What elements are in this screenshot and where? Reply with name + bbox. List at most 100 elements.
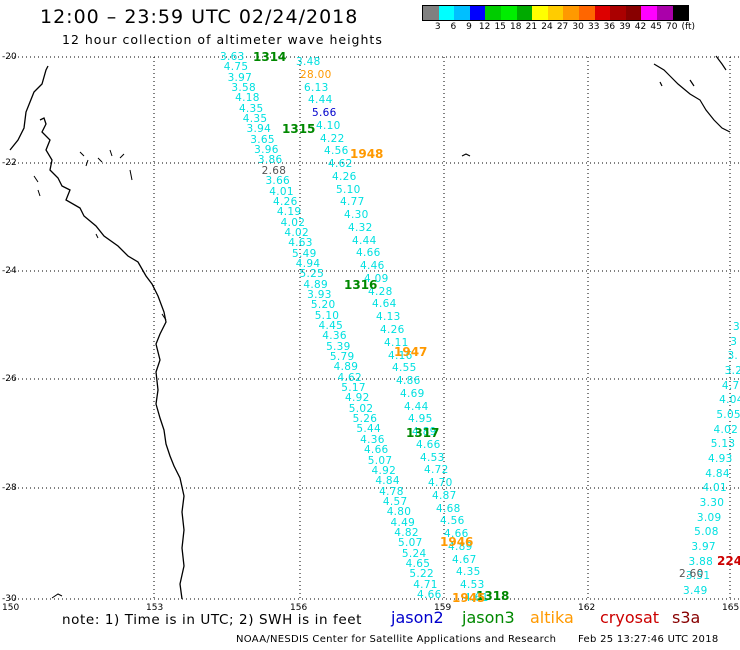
wave-height-value: 4.80: [386, 506, 412, 519]
wave-height-value: 3.58: [231, 82, 256, 95]
colorbar-label: 33: [588, 22, 600, 32]
colorbar-swatch: [423, 6, 439, 20]
wave-height-value: 4.95: [408, 413, 433, 426]
lat-label: -20: [2, 52, 17, 62]
wave-height-value: 3.97: [227, 71, 253, 84]
wave-height-value: 3.66: [265, 175, 291, 188]
wave-height-value: 4.57: [382, 495, 408, 508]
wave-height-value: 5.02: [348, 402, 374, 415]
wave-height-value: 4.02: [280, 216, 306, 229]
wave-height-value: 4.26: [380, 324, 405, 336]
wave-height-value: 4.92: [371, 464, 397, 477]
wave-height-value: 5.49: [291, 247, 317, 260]
wave-height-value: 4.16: [388, 349, 413, 362]
wave-height-value: 4.62: [337, 371, 363, 384]
wave-height-value: 3: [733, 321, 740, 333]
colorbar-labels: 3 6 9 12 15 18 21 24 27 30 33 36 39 42 45 70 (ft): [422, 22, 710, 32]
wave-height-value: 3.30: [699, 497, 725, 509]
pass-label: 1948: [350, 147, 384, 161]
wave-height-value: 3.49: [683, 585, 708, 597]
wave-height-value: 4.18: [235, 92, 260, 105]
wave-height-value: 4.89: [333, 361, 359, 374]
wave-height-value: 4.01: [269, 185, 294, 198]
colorbar-swatch: [500, 6, 517, 20]
wave-height-value: 2.68: [261, 164, 287, 177]
wave-height-value: 3.93: [307, 288, 332, 301]
colorbar-swatch: [532, 6, 548, 20]
wave-height-value: 5.20: [310, 299, 336, 312]
wave-height-value: 4.70: [428, 477, 453, 490]
lon-label: 159: [434, 603, 452, 613]
colorbar-label: 70: [665, 22, 678, 32]
colorbar-label: 3: [434, 22, 441, 32]
colorbar-label: 30: [572, 22, 584, 32]
wave-height-value: 5.17: [341, 382, 366, 395]
wave-height-value: 4.92: [345, 392, 370, 405]
wave-height-value: 4.28: [368, 285, 393, 298]
wave-height-value: 5.24: [401, 547, 427, 560]
wave-height-value: 3.48: [296, 56, 321, 68]
wave-height-value: 4.87: [432, 489, 457, 502]
colorbar-unit: (ft): [681, 22, 696, 32]
wave-height-value: 4.01: [702, 482, 728, 495]
wave-height-value: 4.94: [295, 257, 321, 270]
pass-label: 1315: [282, 122, 316, 136]
lon-label: 162: [578, 603, 596, 613]
wave-height-value: 4.75: [223, 61, 249, 74]
wave-height-value: 4.89: [448, 540, 473, 553]
wave-height-value: 4.36: [360, 433, 385, 446]
coastline-new-caledonia: [461, 55, 731, 157]
wave-height-value: 4.32: [348, 221, 373, 234]
wave-height-value: 4.93: [708, 453, 733, 465]
wave-height-value: 4.84: [705, 467, 730, 480]
wave-height-value: 5.79: [329, 351, 355, 364]
pass-label: 1947: [394, 345, 428, 359]
wave-height-value: 5.07: [367, 454, 393, 467]
coastline-australia: [9, 65, 185, 600]
wave-height-value: 4.35: [456, 566, 481, 579]
wave-height-value: 4.44: [308, 94, 333, 107]
lon-label: 150: [2, 603, 20, 613]
colorbar-label: 15: [494, 22, 506, 32]
wave-height-value: 5.13: [710, 438, 736, 451]
colorbar-label: 27: [556, 22, 569, 32]
page-subtitle: 12 hour collection of altimeter wave hei…: [62, 32, 383, 47]
wave-height-value: 5.10: [314, 309, 340, 322]
wave-height-value: 4.45: [318, 320, 344, 332]
wave-height-value: 6.13: [304, 81, 329, 94]
wave-height-value: 4.53: [420, 451, 445, 464]
pass-label: 1945: [452, 591, 486, 605]
wave-height-value: 4.53: [460, 579, 485, 592]
pass-label: 1318: [476, 589, 510, 603]
wave-height-value: 4.35: [242, 113, 268, 126]
wave-height-value: 5.26: [352, 413, 378, 426]
colorbar-swatch: [594, 6, 611, 20]
pass-label: 1314: [253, 50, 287, 64]
wave-height-value: 4.44: [404, 400, 429, 413]
wave-height-value: 4.71: [413, 578, 438, 591]
wave-height-value: 4.67: [452, 553, 477, 566]
wave-height-value: 3.94: [246, 123, 272, 136]
lat-label: -28: [2, 483, 17, 493]
colorbar-label: 21: [525, 22, 538, 32]
wave-height-value: 4.02: [284, 226, 309, 239]
wave-height-value: 3.09: [696, 511, 722, 524]
wave-height-value: 4.36: [322, 330, 347, 343]
note-text: note: 1) Time is in UTC; 2) SWH is in fe…: [62, 612, 363, 628]
lon-label: 153: [146, 603, 164, 613]
wave-height-value: 4.72: [424, 464, 449, 477]
colorbar-label: 45: [650, 22, 662, 32]
legend-jason2: jason2: [391, 608, 444, 627]
pass-label: 1317: [406, 426, 440, 440]
colorbar-swatch: [454, 6, 470, 20]
wave-height-value: 4.61: [464, 592, 489, 604]
wave-height-value: 4.66: [416, 438, 441, 451]
wave-height-value: 4.69: [400, 387, 425, 400]
wave-height-value: 4.26: [273, 195, 298, 208]
wave-height-value: 4.09: [364, 272, 389, 285]
wave-height-value: 4.66: [363, 444, 389, 457]
wave-height-value: 4.22: [320, 132, 345, 145]
colorbar-swatch: [516, 6, 533, 20]
wave-height-value: 4.66: [356, 247, 381, 260]
wave-height-value: 3.96: [254, 144, 279, 157]
